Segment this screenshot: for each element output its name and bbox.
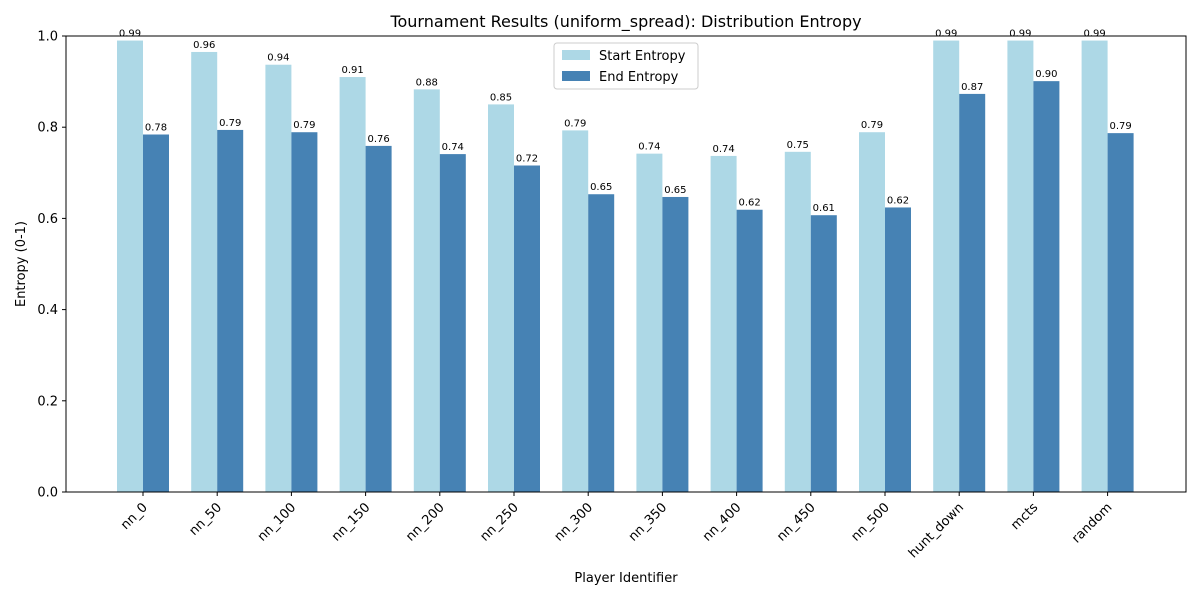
bar-label-end-nn_350: 0.65 [664, 185, 686, 196]
legend-swatch-end [562, 71, 590, 81]
bar-end-nn_100 [291, 132, 318, 492]
bar-label-start-mcts: 0.99 [1009, 29, 1031, 40]
bar-label-start-nn_200: 0.88 [416, 77, 438, 88]
x-tick-label-hunt_down: hunt_down [906, 500, 967, 561]
legend-swatch-start [562, 50, 590, 60]
bar-label-end-nn_200: 0.74 [442, 142, 464, 153]
bar-label-start-hunt_down: 0.99 [935, 29, 957, 40]
bar-label-end-nn_100: 0.79 [293, 120, 315, 131]
bar-start-nn_100 [265, 64, 292, 492]
bar-label-end-nn_400: 0.62 [738, 198, 760, 209]
x-tick-label-nn_400: nn_400 [700, 500, 744, 544]
bar-label-start-nn_350: 0.74 [638, 142, 660, 153]
bar-labels-group: 0.99 0.78 0.96 0.79 0.94 0.79 0.91 0.76 0.88 0.74… [119, 29, 1132, 215]
bar-end-nn_450 [810, 215, 837, 492]
plot-frame [65, 35, 1187, 493]
bar-label-start-nn_450: 0.75 [787, 140, 809, 151]
y-tick-label-0.2: 0.2 [37, 394, 58, 409]
chart-title: Tournament Results (uniform_spread): Dis… [389, 12, 861, 32]
bar-end-nn_0 [143, 134, 169, 492]
y-tick-label-1.0: 1.0 [37, 30, 58, 45]
bar-label-end-nn_500: 0.62 [887, 195, 909, 206]
bar-start-random [1081, 40, 1108, 493]
bar-label-start-nn_100: 0.94 [267, 53, 289, 64]
bar-label-end-nn_450: 0.61 [813, 203, 835, 214]
bar-start-hunt_down [933, 40, 960, 493]
y-axis: 0.0 0.2 0.4 0.6 0.8 1.0 [37, 30, 66, 501]
bar-end-nn_400 [736, 209, 763, 492]
bar-label-end-nn_50: 0.79 [219, 118, 241, 129]
bar-end-nn_50 [217, 129, 244, 492]
y-tick-label-0.6: 0.6 [37, 212, 58, 227]
bar-start-nn_50 [191, 51, 218, 493]
bar-label-end-nn_0: 0.78 [145, 122, 167, 133]
x-tick-label-nn_450: nn_450 [774, 500, 818, 544]
bar-label-end-hunt_down: 0.87 [961, 82, 983, 93]
y-tick-label-0.4: 0.4 [37, 303, 58, 318]
legend-label-start: Start Entropy [599, 49, 686, 64]
bar-label-end-random: 0.79 [1109, 121, 1131, 132]
bar-start-nn_200 [413, 89, 440, 493]
bar-label-start-nn_300: 0.79 [564, 118, 586, 129]
legend: Start Entropy End Entropy [553, 42, 699, 90]
bar-end-nn_250 [514, 165, 540, 492]
x-tick-label-nn_500: nn_500 [848, 500, 892, 544]
bar-end-mcts [1033, 81, 1060, 493]
bar-start-nn_0 [117, 40, 143, 493]
x-tick-label-nn_250: nn_250 [477, 500, 521, 544]
x-tick-label-nn_150: nn_150 [329, 500, 373, 544]
bar-end-nn_350 [662, 196, 689, 492]
x-axis: nn_0 nn_50 nn_100 nn_150 nn_200 nn_250 nn_300 n… [118, 492, 1115, 561]
bar-label-start-nn_50: 0.96 [193, 40, 215, 51]
bar-end-nn_150 [365, 145, 392, 492]
bar-start-nn_300 [562, 130, 589, 492]
x-tick-label-nn_350: nn_350 [626, 500, 670, 544]
bar-label-start-random: 0.99 [1083, 29, 1105, 40]
bar-label-start-nn_0: 0.99 [119, 29, 141, 40]
bar-end-nn_200 [439, 154, 466, 492]
bar-label-end-nn_300: 0.65 [590, 182, 612, 193]
x-tick-label-random: random [1069, 500, 1115, 546]
bar-label-end-nn_250: 0.72 [516, 154, 538, 165]
bar-label-start-nn_500: 0.79 [861, 120, 883, 131]
bar-start-nn_500 [859, 132, 885, 492]
legend-label-end: End Entropy [599, 70, 679, 85]
x-axis-label: Player Identifier [574, 571, 678, 586]
bar-label-start-nn_250: 0.85 [490, 92, 512, 103]
x-tick-label-nn_300: nn_300 [552, 500, 596, 544]
bar-start-mcts [1007, 40, 1034, 493]
bar-label-end-nn_150: 0.76 [367, 134, 389, 145]
bar-start-nn_350 [636, 153, 663, 492]
bar-start-nn_450 [784, 151, 811, 492]
y-tick-label-0.0: 0.0 [37, 486, 58, 501]
x-tick-label-nn_50: nn_50 [186, 500, 225, 539]
bar-label-start-nn_400: 0.74 [712, 144, 734, 155]
y-axis-label: Entropy (0-1) [14, 221, 29, 307]
bar-start-nn_250 [488, 104, 514, 493]
bar-start-nn_400 [710, 155, 737, 493]
bar-label-start-nn_150: 0.91 [341, 65, 363, 76]
y-tick-label-0.8: 0.8 [37, 121, 58, 136]
bar-end-random [1107, 133, 1134, 493]
x-tick-label-nn_100: nn_100 [255, 500, 299, 544]
x-tick-label-nn_200: nn_200 [403, 500, 447, 544]
x-tick-label-mcts: mcts [1008, 500, 1041, 533]
bar-end-hunt_down [959, 93, 986, 493]
bars-group [117, 40, 1134, 493]
bar-end-nn_300 [588, 194, 615, 492]
bar-start-nn_150 [339, 77, 366, 492]
x-tick-label-nn_0: nn_0 [118, 500, 151, 533]
bar-end-nn_500 [885, 207, 911, 492]
bar-label-end-mcts: 0.90 [1035, 69, 1057, 80]
